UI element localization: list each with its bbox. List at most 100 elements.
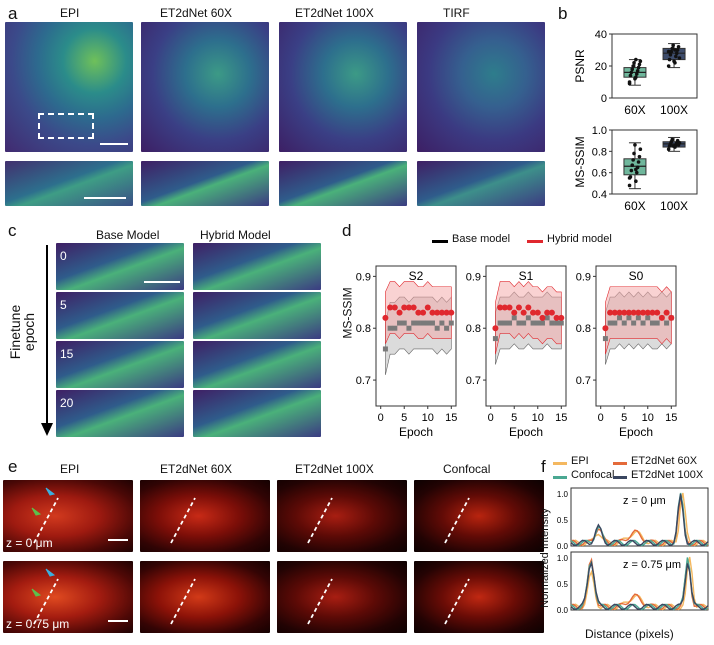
f-ylabel: Normalized Intensity bbox=[538, 508, 551, 608]
f-ytick-label: 1.0 bbox=[557, 490, 569, 499]
b0-point bbox=[675, 48, 680, 52]
e-profile-line-60x-z0 bbox=[170, 497, 196, 544]
b0-point bbox=[628, 73, 633, 78]
b1-point bbox=[638, 147, 643, 151]
f-annotation-0: z = 0 μm bbox=[623, 495, 666, 507]
e-profile-line-confocal-z0 bbox=[444, 497, 470, 544]
e-profile-line-confocal-z075 bbox=[444, 578, 470, 625]
d-point-hybrid bbox=[410, 304, 417, 311]
d-xtick-label: 15 bbox=[555, 412, 567, 424]
e-image-et2dnet100x-z075 bbox=[277, 561, 407, 633]
b0-frame bbox=[611, 33, 698, 99]
f-ytick-label: 0.5 bbox=[557, 516, 569, 525]
d-point-hybrid bbox=[625, 309, 632, 316]
f-profile-line-ET2dNet 100X bbox=[570, 493, 709, 547]
d-ytick-label: 0.8 bbox=[576, 323, 591, 335]
b0-point bbox=[634, 57, 638, 62]
d-point-hybrid bbox=[658, 314, 665, 321]
b0-ytick-label: 20 bbox=[595, 61, 607, 73]
f-legend-confocal-label: Confocal bbox=[571, 469, 615, 481]
d-point-base bbox=[502, 320, 508, 326]
d-point-hybrid bbox=[391, 304, 398, 311]
f-legend-epi-label: EPI bbox=[571, 455, 589, 467]
d-point-base bbox=[617, 315, 623, 321]
a-scalebar bbox=[100, 143, 128, 145]
e-row-label-z075: z = 0.75 μm bbox=[6, 617, 70, 631]
c-img-hybrid-0 bbox=[193, 243, 321, 290]
d-legend-base-label: Base model bbox=[452, 233, 511, 245]
d-band-hybrid-S0 bbox=[605, 286, 672, 355]
d-point-base bbox=[654, 320, 660, 326]
d-point-hybrid bbox=[602, 325, 609, 332]
b0-point bbox=[676, 45, 681, 49]
d-legend: Base model Hybrid model bbox=[432, 233, 632, 249]
b0-point bbox=[668, 53, 673, 57]
d-ytick-label: 0.7 bbox=[356, 375, 371, 387]
d-xtick-label: 0 bbox=[488, 412, 494, 424]
d-xtick-label: 10 bbox=[422, 412, 434, 424]
f-profile-line-EPI bbox=[570, 556, 709, 611]
d-title-S1: S1 bbox=[519, 269, 534, 283]
e-col-title-3: Confocal bbox=[443, 462, 491, 476]
b0-point bbox=[674, 54, 678, 59]
e-image-et2dnet100x-z0 bbox=[277, 480, 407, 552]
f-legend-60x-swatch bbox=[613, 462, 627, 465]
b1-point bbox=[633, 143, 637, 147]
d-frame-S0 bbox=[595, 265, 677, 407]
b1-ylabel: MS-SSIM bbox=[573, 136, 587, 187]
b0-ylabel: PSNR bbox=[573, 49, 587, 83]
d-point-base bbox=[444, 325, 450, 331]
a-roi-box bbox=[38, 113, 94, 139]
c-row-label-0: 0 bbox=[60, 249, 67, 263]
a-zoom-epi bbox=[5, 161, 133, 206]
d-ytick-label: 0.9 bbox=[356, 271, 371, 283]
d-xlabel-S2: Epoch bbox=[399, 425, 433, 439]
b0-point bbox=[670, 46, 675, 51]
d-point-hybrid bbox=[515, 304, 522, 311]
e-image-confocal-z075 bbox=[414, 561, 544, 633]
b0-point bbox=[627, 81, 632, 86]
b0-point bbox=[632, 61, 636, 65]
b1-xtick-label: 100X bbox=[660, 199, 688, 213]
d-title-S0: S0 bbox=[629, 269, 644, 283]
f-ytick-label: 0.5 bbox=[557, 580, 569, 589]
panel-label-a: a bbox=[8, 4, 18, 23]
d-point-base bbox=[554, 320, 560, 326]
f-profile-charts: 0.0 0.5 1.0 z = 0 μm 0.0 0.5 1.0 z = 0.75 μm bbox=[557, 487, 709, 615]
d-legend-hybrid-label: Hybrid model bbox=[547, 233, 612, 245]
b0-point bbox=[667, 57, 672, 62]
d-point-base bbox=[382, 346, 388, 352]
d-point-hybrid bbox=[640, 309, 647, 316]
d-point-hybrid bbox=[424, 304, 431, 311]
a-col-title-2: ET2dNet 100X bbox=[295, 6, 374, 20]
d-point-hybrid bbox=[401, 304, 408, 311]
b0-ytick-label: 40 bbox=[595, 29, 607, 41]
a-zoom-scalebar bbox=[84, 197, 126, 199]
d-point-hybrid bbox=[438, 309, 445, 316]
d-point-base bbox=[516, 320, 522, 326]
d-point-hybrid bbox=[497, 304, 504, 311]
d-charts: S2 0 5 10 15 Epoch 0.7 0.8 0.9 S1 0 5 10 15 Epoch 0.7 0.… bbox=[356, 265, 677, 439]
d-frame-S1 bbox=[485, 265, 567, 407]
d-point-base bbox=[549, 320, 555, 326]
b1-point bbox=[636, 160, 641, 164]
d-point-base bbox=[411, 320, 417, 326]
e-col-title-1: ET2dNet 60X bbox=[160, 462, 233, 476]
b1-point bbox=[677, 141, 682, 145]
c-img-base-5 bbox=[56, 292, 184, 339]
d-ytick-label: 0.7 bbox=[466, 375, 481, 387]
c-img-hybrid-20 bbox=[193, 390, 321, 437]
b0-point bbox=[669, 49, 674, 54]
b1-point bbox=[630, 163, 635, 167]
e-image-et2dnet60x-z0 bbox=[140, 480, 270, 552]
d-point-hybrid bbox=[396, 309, 403, 316]
b1-point bbox=[631, 158, 635, 162]
d-point-hybrid bbox=[649, 309, 656, 316]
d-xtick-label: 15 bbox=[445, 412, 457, 424]
d-legend-base-swatch bbox=[432, 240, 448, 243]
d-point-hybrid bbox=[492, 325, 499, 332]
b0-point bbox=[634, 72, 639, 76]
d-point-hybrid bbox=[539, 314, 546, 321]
b0-point bbox=[666, 64, 671, 68]
d-point-hybrid bbox=[506, 304, 513, 311]
